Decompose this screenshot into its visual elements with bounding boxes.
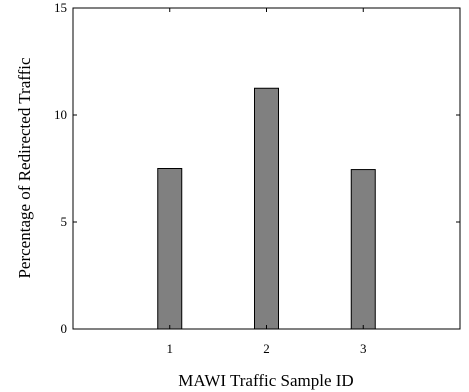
bar-1: [157, 168, 183, 330]
x-tick-label-1: 1: [167, 341, 174, 356]
y-tick-label-15: 15: [54, 0, 67, 15]
bars-group: [157, 87, 376, 330]
x-tick-label-3: 3: [360, 341, 367, 356]
bar-2: [254, 87, 279, 330]
bar-3: [350, 169, 376, 330]
y-tick-label-10: 10: [54, 107, 67, 122]
y-axis-label: Percentage of Redirected Traffic: [15, 57, 34, 279]
x-tick-label-2: 2: [263, 341, 270, 356]
plot-frame: [72, 7, 461, 330]
x-axis-label: MAWI Traffic Sample ID: [178, 371, 353, 390]
y-tick-label-5: 5: [61, 214, 68, 229]
ticks-group: 1 2 3 0 5 10 15: [54, 0, 460, 356]
y-tick-label-0: 0: [61, 321, 68, 336]
